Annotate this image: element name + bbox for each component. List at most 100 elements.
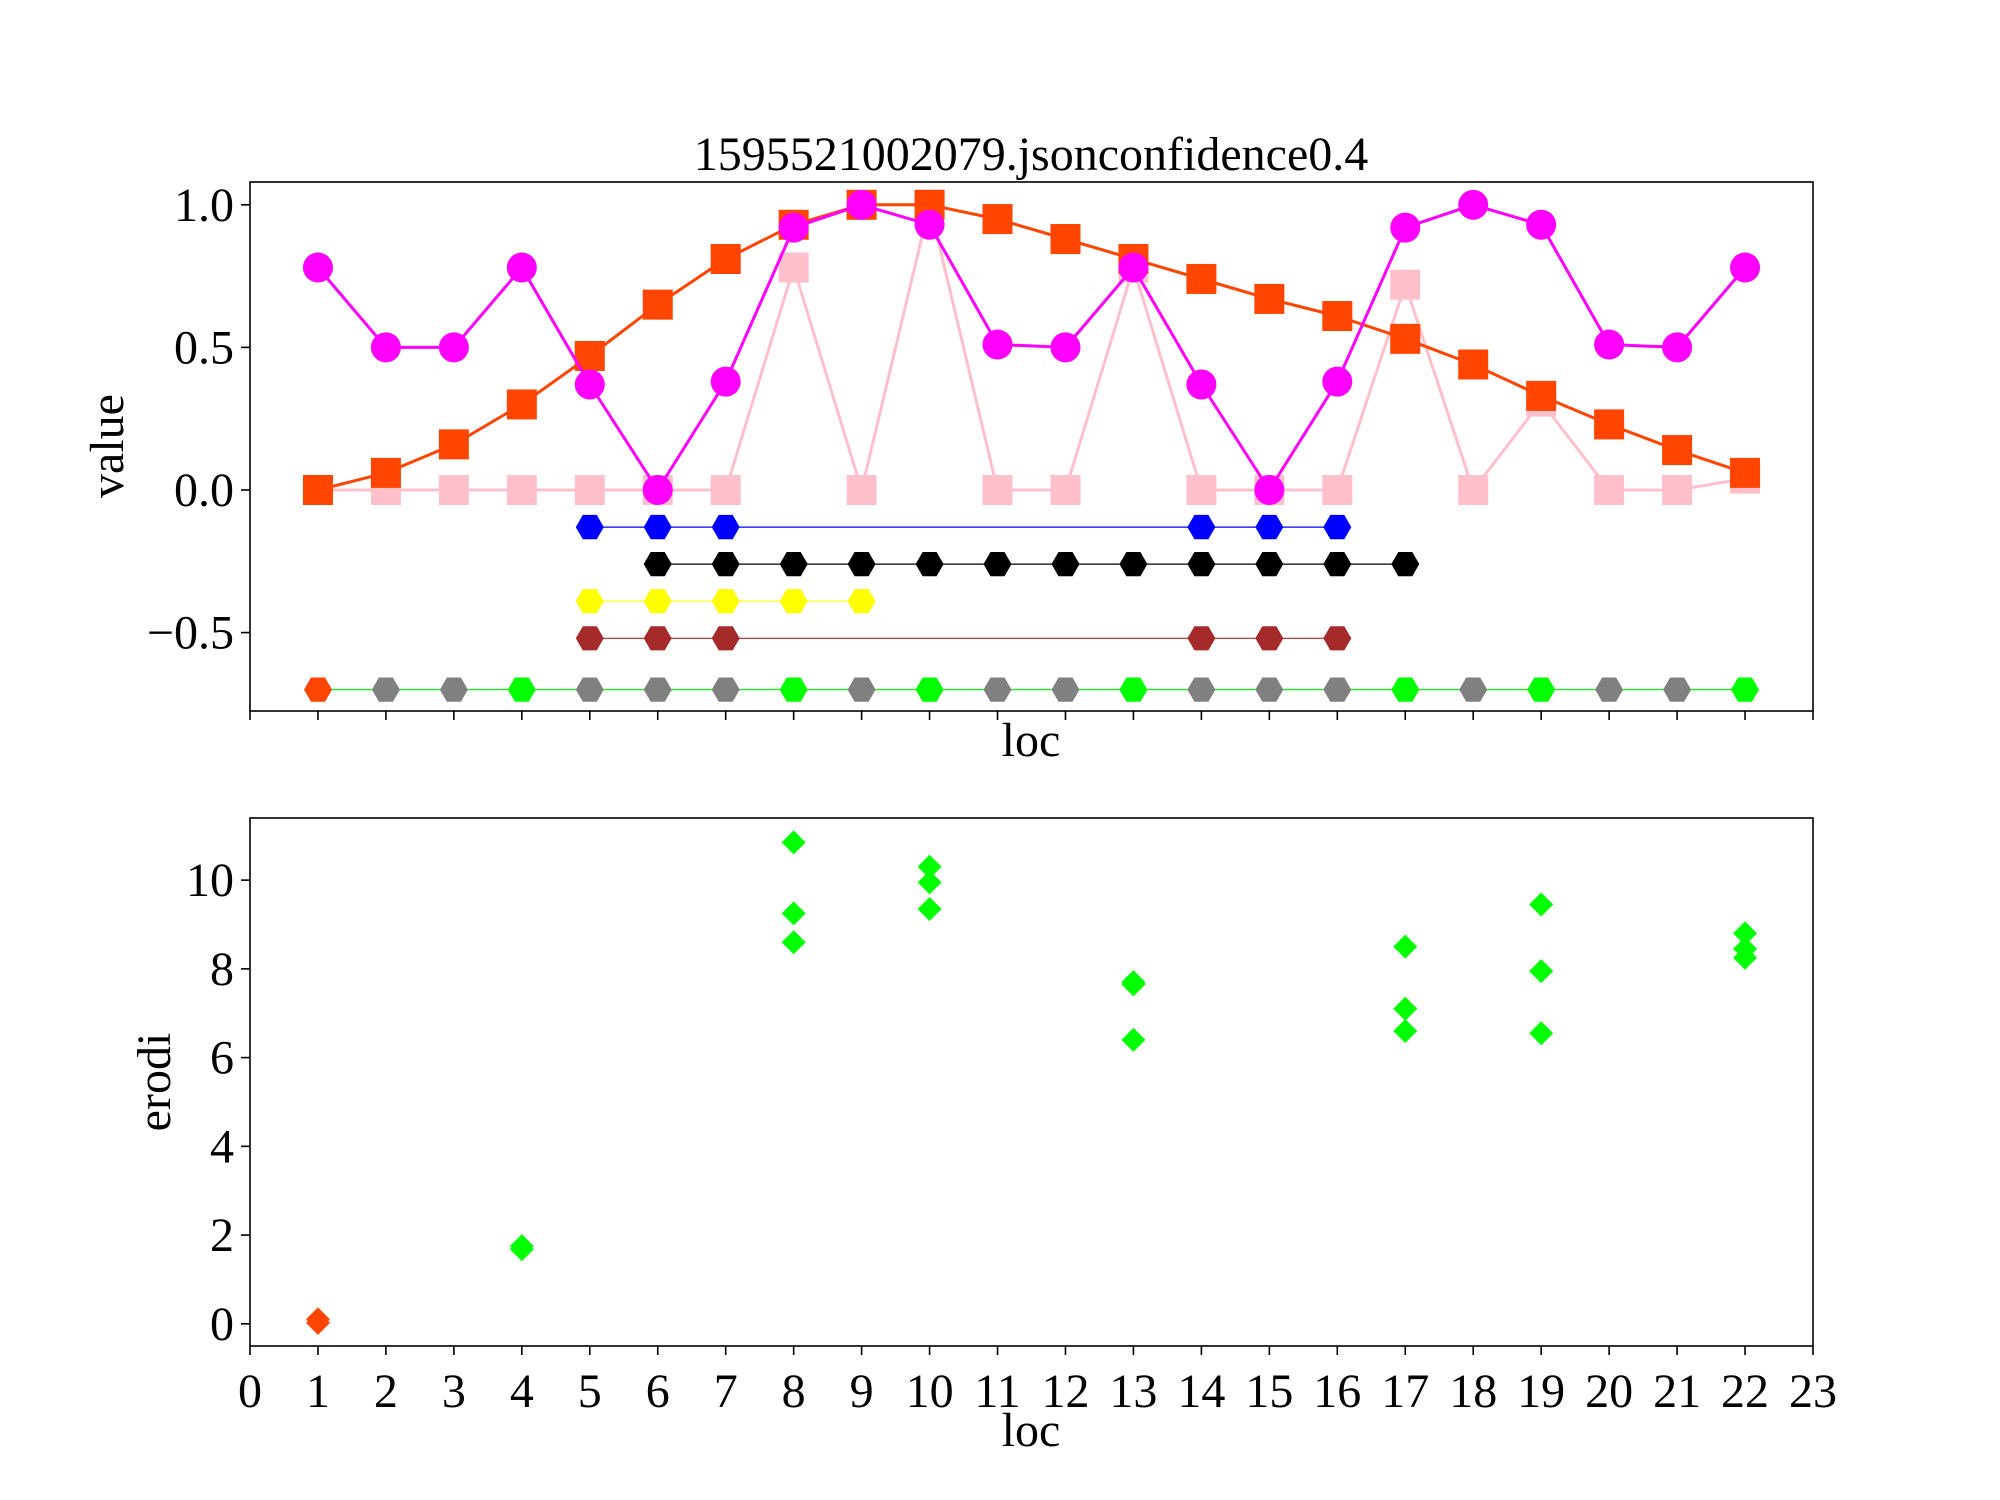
top-data-point xyxy=(1526,380,1557,411)
top-series-3 xyxy=(575,514,1352,540)
top-y-ticks: −0.5 0.0 0.5 1.0 xyxy=(147,179,250,660)
top-data-point xyxy=(1595,677,1624,702)
top-data-point xyxy=(710,366,741,397)
top-data-point xyxy=(438,429,469,460)
top-data-point xyxy=(643,514,672,540)
top-data-point xyxy=(1730,252,1761,283)
top-data-point xyxy=(1323,552,1352,577)
bottom-data-point xyxy=(1529,892,1554,917)
top-data-point xyxy=(1390,212,1421,243)
bottom-x-tick-label: 19 xyxy=(1517,1365,1565,1418)
bottom-series-group xyxy=(305,830,1758,1335)
top-data-point xyxy=(1594,474,1625,505)
top-series-5 xyxy=(575,589,876,614)
top-data-point xyxy=(438,332,469,363)
top-data-point xyxy=(439,677,468,702)
top-y-tick-label: 1.0 xyxy=(174,179,234,232)
bottom-series-1 xyxy=(509,830,1758,1262)
bottom-data-point xyxy=(1529,1021,1554,1046)
top-data-point xyxy=(302,252,333,283)
top-data-point xyxy=(1731,677,1759,702)
top-data-point xyxy=(574,474,605,505)
top-data-point xyxy=(575,677,604,702)
bottom-y-tick-label: 8 xyxy=(210,943,234,996)
bottom-x-tick-label: 2 xyxy=(374,1365,398,1418)
top-data-point xyxy=(371,677,400,702)
bottom-series-0 xyxy=(305,1307,330,1335)
top-data-point xyxy=(506,252,537,283)
top-y-tick-label: 0.5 xyxy=(174,321,234,374)
top-data-point xyxy=(643,552,672,577)
bottom-x-tick-label: 9 xyxy=(850,1365,874,1418)
top-data-point xyxy=(779,589,808,614)
top-data-point xyxy=(1118,252,1149,283)
top-data-point xyxy=(304,677,332,702)
top-data-point xyxy=(1186,474,1217,505)
top-data-point xyxy=(710,474,741,505)
top-data-point xyxy=(1322,301,1353,332)
bottom-x-tick-label: 6 xyxy=(646,1365,670,1418)
top-series-2 xyxy=(302,189,1761,505)
bottom-data-point xyxy=(917,870,942,895)
top-data-point xyxy=(1255,552,1284,577)
bottom-x-tick-label: 15 xyxy=(1245,1365,1293,1418)
bottom-data-point xyxy=(305,1310,330,1335)
top-data-point xyxy=(575,589,604,614)
top-plot-frame xyxy=(249,181,1814,712)
bottom-y-tick-label: 6 xyxy=(210,1032,234,1085)
top-series-7 xyxy=(304,677,1759,702)
bottom-data-point xyxy=(781,930,806,955)
top-data-point xyxy=(778,212,809,243)
bottom-data-point xyxy=(917,854,942,879)
bottom-data-point xyxy=(1733,945,1758,970)
top-data-point xyxy=(643,626,672,651)
top-data-point xyxy=(1459,677,1488,702)
top-data-point xyxy=(1050,224,1081,255)
top-data-point xyxy=(847,589,876,614)
top-data-point xyxy=(1663,677,1692,702)
bottom-y-ticks: 0 2 4 6 8 10 xyxy=(186,854,250,1351)
top-data-point xyxy=(779,677,808,702)
top-data-point xyxy=(1255,514,1284,540)
bottom-data-point xyxy=(781,830,806,855)
top-data-point xyxy=(711,677,740,702)
bottom-x-tick-label: 21 xyxy=(1653,1365,1701,1418)
top-data-point xyxy=(1458,189,1489,220)
top-data-point xyxy=(1322,474,1353,505)
top-data-point xyxy=(1119,677,1148,702)
top-data-point xyxy=(1186,263,1217,294)
top-x-ticks xyxy=(249,711,1814,720)
top-series-group xyxy=(302,189,1761,702)
bottom-x-tick-label: 16 xyxy=(1313,1365,1361,1418)
top-data-point xyxy=(370,457,401,488)
bottom-x-axis-label: loc xyxy=(1002,1404,1061,1457)
top-data-point xyxy=(847,677,876,702)
top-data-point xyxy=(643,677,672,702)
top-data-point xyxy=(914,209,945,240)
top-data-point xyxy=(983,552,1012,577)
top-data-point xyxy=(915,677,944,702)
bottom-y-tick-label: 10 xyxy=(186,854,234,907)
top-data-point xyxy=(1186,369,1217,400)
top-data-point xyxy=(779,552,808,577)
top-data-point xyxy=(1458,474,1489,505)
top-data-point xyxy=(574,369,605,400)
bottom-x-tick-label: 12 xyxy=(1041,1365,1089,1418)
bottom-data-point xyxy=(1393,996,1418,1021)
top-data-point xyxy=(915,552,944,577)
top-data-point xyxy=(507,677,536,702)
top-data-point xyxy=(846,189,877,220)
top-data-point xyxy=(643,589,672,614)
bottom-y-axis-label: erodi xyxy=(128,1033,181,1132)
bottom-data-point xyxy=(1121,1027,1146,1052)
top-data-point xyxy=(1255,626,1284,651)
top-data-point xyxy=(1050,332,1081,363)
top-data-point xyxy=(438,474,469,505)
top-data-point xyxy=(1662,474,1693,505)
bottom-data-point xyxy=(781,901,806,926)
bottom-x-tick-label: 3 xyxy=(442,1365,466,1418)
top-data-point xyxy=(1322,366,1353,397)
top-x-axis-label: loc xyxy=(1002,714,1061,767)
top-series-line xyxy=(316,203,1747,492)
bottom-x-ticks: 0 1 2 3 4 5 6 7 8 9 10 11 12 13 14 15 16 17 18 19 20 21 22 23 xyxy=(238,1346,1837,1418)
